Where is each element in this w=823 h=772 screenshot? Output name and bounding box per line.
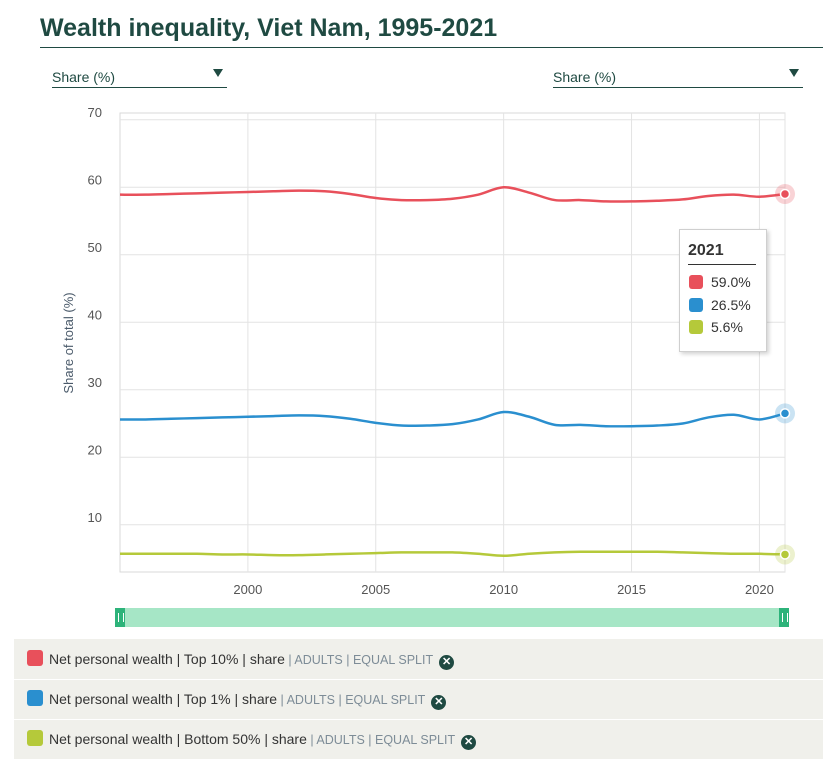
dropdown-arrow-icon: [789, 69, 799, 77]
range-slider-end-handle[interactable]: [779, 608, 789, 627]
x-tick-label: 2020: [745, 582, 774, 597]
legend-split: EQUAL SPLIT: [352, 653, 434, 667]
x-tick-label: 2005: [361, 582, 390, 597]
end-marker-top10[interactable]: [779, 188, 791, 200]
end-marker-bottom50[interactable]: [779, 549, 791, 560]
range-slider-start-handle[interactable]: [115, 608, 125, 627]
legend-population: ADULTS: [294, 653, 343, 667]
legend-row: Net personal wealth | Top 10% | share | …: [14, 639, 823, 680]
legend-type: share: [271, 731, 307, 747]
y-tick-label: 70: [88, 105, 102, 120]
legend-label: Net personal wealth | Top 1% | share | A…: [49, 691, 447, 710]
legend-label: Net personal wealth | Bottom 50% | share…: [49, 731, 477, 750]
series-legend: Net personal wealth | Top 10% | share | …: [14, 639, 823, 760]
legend-row: Net personal wealth | Top 1% | share | A…: [14, 679, 823, 720]
x-tick-label: 2015: [617, 582, 646, 597]
legend-indicator: Net personal wealth: [49, 731, 173, 747]
legend-percentile: Bottom 50%: [184, 731, 261, 747]
legend-split: EQUAL SPLIT: [345, 693, 426, 707]
legend-label: Net personal wealth | Top 10% | share | …: [49, 651, 455, 670]
y-tick-label: 60: [88, 172, 102, 187]
left-axis-unit-select[interactable]: Share (%): [52, 66, 227, 88]
legend-swatch-top1: [27, 690, 43, 706]
tooltip-value-top1: 26.5%: [711, 297, 751, 313]
series-line-top10: [119, 185, 786, 203]
y-tick-label: 30: [88, 375, 102, 390]
x-axis-ticks: 2000 2005 2010 2015 2020: [233, 582, 773, 597]
right-axis-unit-select[interactable]: Share (%): [553, 66, 803, 88]
remove-series-icon[interactable]: ✕: [439, 655, 455, 670]
legend-percentile: Top 10%: [183, 651, 239, 667]
y-tick-label: 20: [88, 442, 102, 457]
series-end-markers[interactable]: [775, 184, 795, 565]
legend-type: share: [242, 691, 278, 707]
legend-population: ADULTS: [316, 733, 365, 747]
left-select-label: Share (%): [52, 69, 116, 85]
dropdown-arrow-icon: [213, 69, 223, 77]
y-axis-ticks: 10 20 30 40 50 60 70: [88, 105, 102, 525]
y-tick-label: 50: [88, 240, 102, 255]
legend-split: EQUAL SPLIT: [375, 733, 456, 747]
tooltip-swatch-top1: [689, 298, 703, 312]
legend-indicator: Net personal wealth: [49, 691, 173, 707]
y-axis-label: Share of total (%): [61, 292, 76, 393]
tooltip-year: 2021: [688, 242, 724, 259]
tooltip-value-top10: 59.0%: [711, 274, 751, 290]
series-lines: [119, 185, 786, 558]
y-tick-label: 40: [88, 307, 102, 322]
x-tick-label: 2010: [489, 582, 518, 597]
line-chart: 10 20 30 40 50 60 70 2000 2005 2010 2015 2020 Shar…: [61, 105, 795, 597]
legend-type: share: [249, 651, 285, 667]
grid: [119, 112, 786, 573]
series-line-top1: [119, 410, 786, 428]
series-line-bottom50: [120, 550, 786, 558]
legend-percentile: Top 1%: [183, 691, 231, 707]
remove-series-icon[interactable]: ✕: [431, 695, 447, 710]
legend-indicator: Net personal wealth: [49, 651, 173, 667]
legend-swatch-bottom50: [27, 730, 43, 746]
y-tick-label: 10: [88, 510, 102, 525]
title-divider: [40, 47, 823, 48]
end-marker-top1[interactable]: [779, 408, 791, 419]
legend-row: Net personal wealth | Bottom 50% | share…: [14, 719, 823, 760]
tooltip-swatch-bottom50: [689, 320, 703, 334]
tooltip: 2021 59.0% 26.5% 5.6%: [679, 229, 767, 352]
legend-population: ADULTS: [286, 693, 335, 707]
legend-swatch-top10: [27, 650, 43, 666]
chart-title: Wealth inequality, Viet Nam, 1995-2021: [40, 14, 498, 42]
range-slider-track[interactable]: [115, 608, 789, 627]
remove-series-icon[interactable]: ✕: [461, 735, 477, 750]
x-tick-label: 2000: [233, 582, 262, 597]
tooltip-value-bottom50: 5.6%: [711, 319, 743, 335]
tooltip-divider: [688, 264, 756, 265]
tooltip-swatch-top10: [689, 275, 703, 289]
right-select-label: Share (%): [553, 69, 617, 85]
